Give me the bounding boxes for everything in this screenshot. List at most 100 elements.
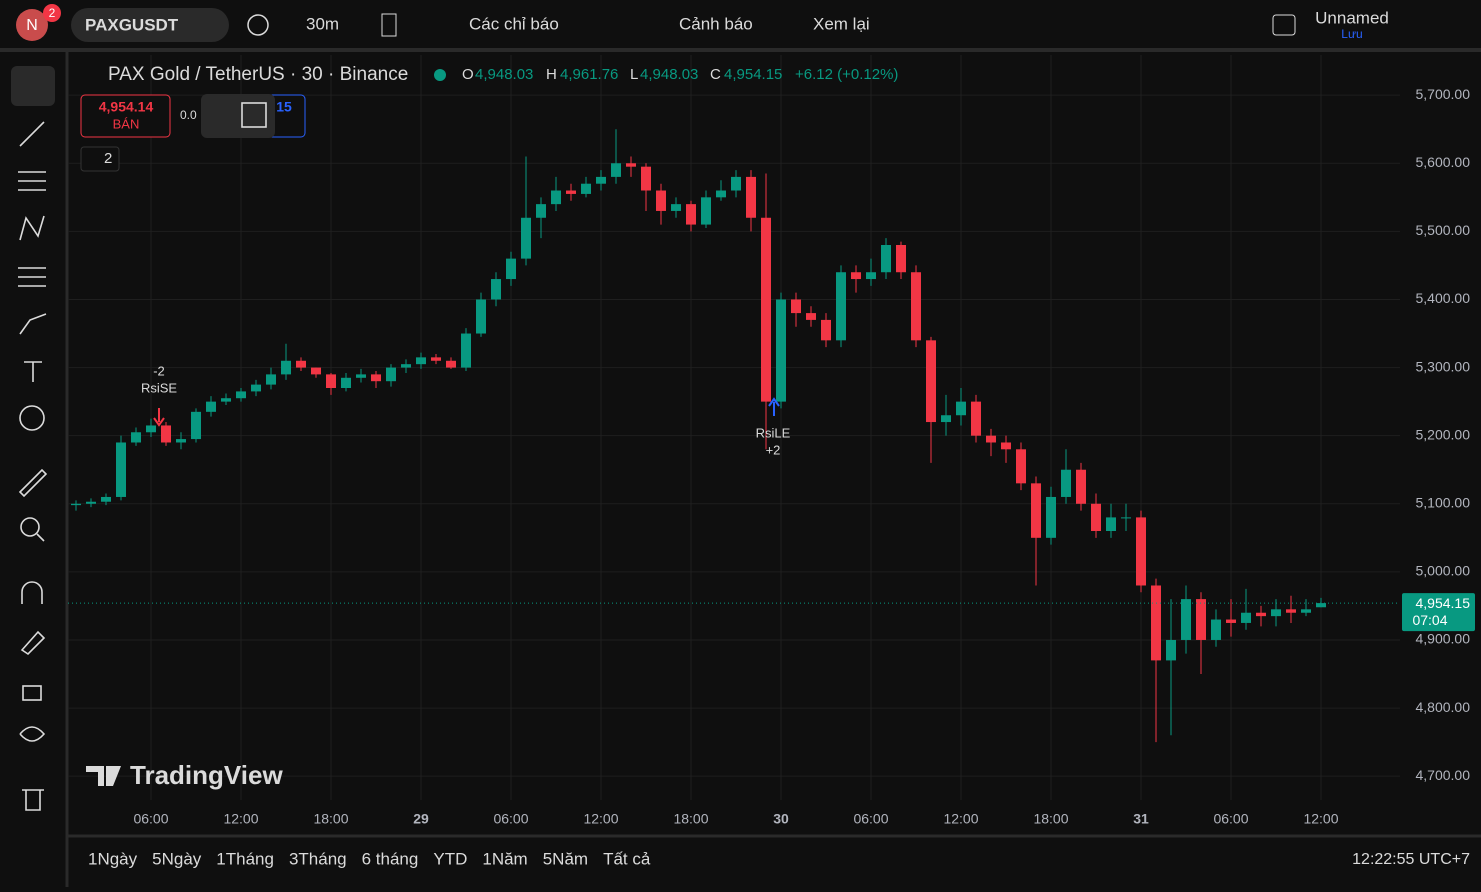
- crosshair-tool[interactable]: [11, 66, 55, 106]
- candle-body: [956, 401, 966, 416]
- candle-body: [521, 217, 531, 259]
- interval[interactable]: 30m: [306, 14, 339, 33]
- y-tick-label: 5,100.00: [1416, 494, 1471, 510]
- chart-type-icon[interactable]: [381, 13, 397, 37]
- y-tick-label: 5,300.00: [1416, 358, 1471, 374]
- candle-body: [1316, 603, 1326, 608]
- y-tick-label: 4,700.00: [1416, 767, 1471, 783]
- left-toolbar: [0, 52, 66, 887]
- x-tick-label: 12:00: [1303, 811, 1338, 827]
- candle-body: [611, 163, 621, 177]
- x-tick-label: 06:00: [1213, 811, 1248, 827]
- candle-body: [791, 299, 801, 314]
- candle-body: [761, 217, 771, 402]
- replay[interactable]: Xem lại: [813, 14, 870, 33]
- change: +6.12 (+0.12%): [795, 66, 898, 83]
- range-button[interactable]: 5Năm: [543, 849, 588, 868]
- sell-button[interactable]: [80, 94, 171, 138]
- candle-body: [251, 384, 261, 392]
- candle-body: [536, 204, 546, 218]
- candle-body: [1091, 503, 1101, 532]
- candle-body: [926, 340, 936, 423]
- candle-body: [671, 204, 681, 211]
- candle-body: [266, 374, 276, 385]
- candle-body: [1031, 483, 1041, 538]
- avatar[interactable]: [16, 9, 48, 41]
- range-button[interactable]: 3Tháng: [289, 849, 347, 868]
- x-tick-label: 12:00: [223, 811, 258, 827]
- floating-toolbar[interactable]: [201, 94, 275, 138]
- x-tick-label: 06:00: [133, 811, 168, 827]
- candle-body: [1226, 619, 1236, 623]
- watermark: TradingView: [130, 760, 283, 790]
- x-tick-label: 06:00: [493, 811, 528, 827]
- candle-body: [656, 190, 666, 211]
- indicators[interactable]: Các chỉ báo: [469, 14, 559, 33]
- layout-name[interactable]: Unnamed: [1315, 8, 1389, 27]
- save[interactable]: Lưu: [1341, 27, 1362, 41]
- range-button[interactable]: 1Ngày: [88, 849, 138, 868]
- ohlc-legend: O 4,948.03 H 4,961.76 L 4,948.03 C 4,954.15 …: [462, 66, 898, 83]
- candle-body: [1271, 609, 1281, 617]
- layout-icon[interactable]: [1272, 14, 1296, 36]
- candle-body: [731, 176, 741, 191]
- symbol-search[interactable]: [71, 8, 229, 42]
- quantity: 0.0: [180, 108, 197, 122]
- candle-body: [911, 272, 921, 341]
- x-tick-label: 31: [1133, 811, 1149, 827]
- candle-body: [356, 374, 366, 378]
- candle-body: [1076, 469, 1086, 504]
- status-dot: [434, 69, 446, 81]
- h-key: H: [546, 66, 557, 83]
- candle-body: [896, 244, 906, 273]
- l-key: L: [630, 66, 638, 83]
- range-button[interactable]: 1Tháng: [216, 849, 274, 868]
- candle-body: [176, 439, 186, 443]
- candle-body: [1181, 599, 1191, 640]
- candle-body: [446, 360, 456, 368]
- candle-body: [281, 360, 291, 375]
- candle-body: [941, 415, 951, 423]
- marker-qty: -2: [153, 363, 165, 378]
- x-tick-label: 30: [773, 811, 789, 827]
- candle-body: [296, 360, 306, 368]
- add-icon[interactable]: [247, 14, 269, 36]
- candle-body: [371, 374, 381, 382]
- short-arrow: [153, 408, 165, 427]
- x-tick-label: 12:00: [943, 811, 978, 827]
- c-value: 4,954.15: [724, 66, 782, 83]
- x-tick-label: 29: [413, 811, 429, 827]
- candle-body: [566, 190, 576, 194]
- candle-body: [581, 183, 591, 194]
- candle-body: [746, 176, 756, 218]
- candle-body: [1211, 619, 1221, 640]
- candle-body: [131, 432, 141, 443]
- candle-body: [1106, 517, 1116, 532]
- y-tick-label: 5,500.00: [1416, 222, 1471, 238]
- collapse-button[interactable]: [80, 146, 120, 172]
- countdown: 07:04: [1412, 612, 1447, 628]
- y-tick-label: 5,000.00: [1416, 563, 1471, 579]
- candle-body: [71, 503, 81, 506]
- l-value: 4,948.03: [640, 66, 698, 83]
- bottom-bar: 1Ngày 5Ngày 1Tháng 3Tháng 6 tháng YTD 1Năm 5Năm…: [88, 849, 651, 868]
- candle-body: [491, 279, 501, 300]
- y-tick-label: 4,800.00: [1416, 699, 1471, 715]
- candle-body: [551, 190, 561, 205]
- range-button[interactable]: YTD: [433, 849, 467, 868]
- y-tick-label: 5,700.00: [1416, 86, 1471, 102]
- range-button[interactable]: 5Ngày: [152, 849, 202, 868]
- o-key: O: [462, 66, 474, 83]
- x-tick-label: 18:00: [313, 811, 348, 827]
- candle-body: [1241, 612, 1251, 623]
- candle-body: [506, 258, 516, 280]
- range-button[interactable]: 6 tháng: [362, 849, 419, 868]
- alerts[interactable]: Cảnh báo: [679, 14, 753, 33]
- candle-body: [1061, 469, 1071, 497]
- sell-price: 4,954.14: [99, 99, 154, 115]
- candle-body: [716, 190, 726, 198]
- range-button[interactable]: Tất cả: [603, 849, 651, 868]
- candle-body: [1286, 609, 1296, 613]
- range-button[interactable]: 1Năm: [482, 849, 527, 868]
